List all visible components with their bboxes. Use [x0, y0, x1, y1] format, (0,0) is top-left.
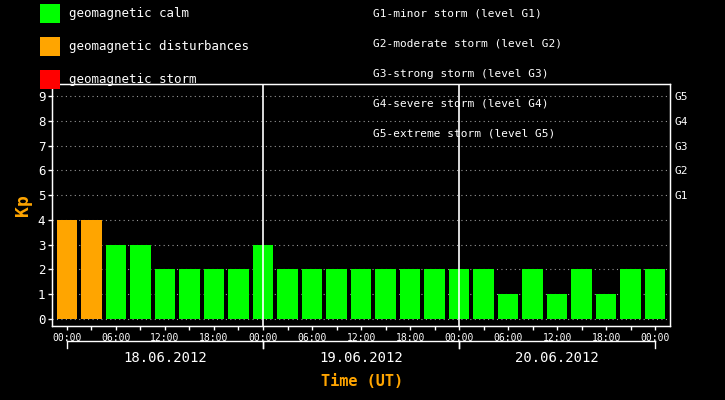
Bar	[351, 269, 371, 318]
Bar	[228, 269, 249, 318]
Bar	[473, 269, 494, 318]
Bar	[376, 269, 396, 318]
Bar	[621, 269, 641, 318]
Text: 20.06.2012: 20.06.2012	[515, 351, 599, 365]
Bar	[326, 269, 347, 318]
Text: 18.06.2012: 18.06.2012	[123, 351, 207, 365]
Bar	[253, 244, 273, 318]
Bar	[399, 269, 420, 318]
Bar	[571, 269, 592, 318]
Text: G3-strong storm (level G3): G3-strong storm (level G3)	[373, 69, 549, 79]
Bar	[645, 269, 666, 318]
Bar	[547, 294, 568, 318]
Text: Time (UT): Time (UT)	[321, 374, 404, 389]
Text: G4-severe storm (level G4): G4-severe storm (level G4)	[373, 99, 549, 109]
Bar	[449, 269, 469, 318]
Bar	[106, 244, 126, 318]
Bar	[302, 269, 323, 318]
Bar	[277, 269, 298, 318]
Text: geomagnetic storm: geomagnetic storm	[69, 73, 196, 86]
Text: G1-minor storm (level G1): G1-minor storm (level G1)	[373, 9, 542, 19]
Bar	[523, 269, 543, 318]
Bar	[424, 269, 445, 318]
Bar	[154, 269, 175, 318]
Bar	[179, 269, 199, 318]
Bar	[130, 244, 151, 318]
Bar	[596, 294, 616, 318]
Text: 19.06.2012: 19.06.2012	[319, 351, 403, 365]
Bar	[81, 220, 102, 318]
Y-axis label: Kp: Kp	[14, 194, 32, 216]
Bar	[204, 269, 224, 318]
Text: G5-extreme storm (level G5): G5-extreme storm (level G5)	[373, 129, 555, 139]
Bar	[57, 220, 77, 318]
Text: geomagnetic disturbances: geomagnetic disturbances	[69, 40, 249, 53]
Text: geomagnetic calm: geomagnetic calm	[69, 7, 189, 20]
Bar	[498, 294, 518, 318]
Text: G2-moderate storm (level G2): G2-moderate storm (level G2)	[373, 39, 563, 49]
